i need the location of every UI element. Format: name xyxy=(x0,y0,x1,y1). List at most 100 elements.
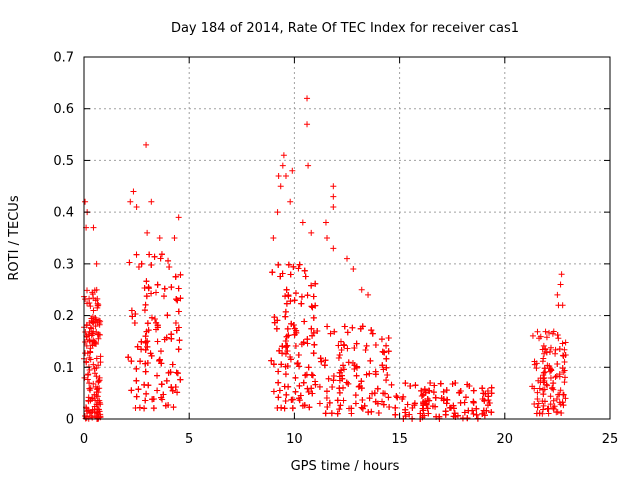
y-tick-label: 0.7 xyxy=(53,51,74,66)
data-point xyxy=(95,302,102,309)
data-point xyxy=(379,398,386,405)
data-point xyxy=(173,296,180,303)
data-point xyxy=(541,365,548,372)
data-point xyxy=(480,407,487,414)
data-point xyxy=(543,349,550,356)
data-point xyxy=(290,263,297,270)
data-point xyxy=(145,283,152,290)
data-point xyxy=(148,314,155,321)
data-point xyxy=(539,346,546,353)
data-point xyxy=(341,323,348,330)
data-point xyxy=(157,348,164,355)
data-point xyxy=(363,371,370,378)
data-point xyxy=(443,387,450,394)
data-point xyxy=(356,383,363,390)
data-point xyxy=(411,400,418,407)
data-point xyxy=(383,342,390,349)
data-point xyxy=(540,375,547,382)
data-point xyxy=(310,293,317,300)
data-point xyxy=(381,390,388,397)
data-point xyxy=(470,398,477,405)
data-point xyxy=(271,319,278,326)
data-point xyxy=(324,235,331,241)
data-point xyxy=(562,395,569,402)
data-point xyxy=(340,397,347,404)
data-point xyxy=(322,219,329,226)
data-point xyxy=(86,354,93,361)
data-point xyxy=(88,317,95,324)
data-point xyxy=(555,335,562,342)
data-point xyxy=(484,402,491,409)
data-point xyxy=(343,379,350,386)
data-point xyxy=(284,347,291,354)
data-point xyxy=(153,289,160,296)
data-point xyxy=(553,396,560,403)
data-point xyxy=(93,392,100,399)
data-point xyxy=(133,251,140,258)
data-point xyxy=(96,374,103,381)
data-point xyxy=(83,333,90,340)
data-point xyxy=(142,346,149,353)
data-point xyxy=(275,172,282,179)
data-point xyxy=(91,406,98,413)
data-point xyxy=(549,330,556,337)
data-point xyxy=(94,385,101,392)
data-point xyxy=(166,264,173,271)
data-point xyxy=(383,355,390,362)
data-point xyxy=(485,393,492,400)
data-point xyxy=(156,356,163,363)
x-tick-label: 5 xyxy=(185,432,193,447)
data-point xyxy=(89,291,96,298)
data-point xyxy=(128,307,135,314)
data-point xyxy=(560,391,567,398)
data-point xyxy=(422,389,429,396)
data-point xyxy=(83,321,90,328)
data-point xyxy=(290,322,297,329)
data-point xyxy=(161,336,168,343)
data-point xyxy=(540,342,547,349)
data-point xyxy=(94,302,101,309)
data-point xyxy=(358,286,365,293)
data-point xyxy=(412,382,419,389)
data-point xyxy=(309,332,316,339)
data-point xyxy=(417,410,424,417)
data-point xyxy=(93,355,100,362)
data-point xyxy=(308,371,315,378)
x-tick-label: 20 xyxy=(497,432,514,447)
data-point xyxy=(454,412,461,419)
data-point xyxy=(82,296,89,303)
data-point xyxy=(291,331,298,338)
data-point xyxy=(162,402,169,409)
data-point xyxy=(137,358,144,365)
data-point xyxy=(175,285,182,292)
data-point xyxy=(142,333,149,340)
data-point xyxy=(146,251,153,258)
data-point xyxy=(559,340,566,347)
data-point xyxy=(143,278,150,285)
data-point xyxy=(144,343,151,350)
data-point xyxy=(437,380,444,387)
data-point xyxy=(93,410,100,417)
data-point xyxy=(557,281,564,288)
axis-ticks: 0 5 10 15 20 25 0 0.1 0.2 0.3 0.4 0.5 0.6 0.7 xyxy=(53,51,618,448)
data-point xyxy=(544,405,551,412)
data-point xyxy=(304,385,311,392)
data-point xyxy=(481,412,488,419)
data-point xyxy=(277,183,284,190)
x-tick-label: 0 xyxy=(80,432,88,447)
data-point xyxy=(154,322,161,329)
data-point xyxy=(540,406,547,413)
data-point xyxy=(282,313,289,320)
data-point xyxy=(165,369,172,376)
data-point xyxy=(171,235,178,241)
data-point xyxy=(544,362,551,369)
data-point xyxy=(292,388,299,395)
data-point xyxy=(324,323,331,330)
data-point xyxy=(282,308,289,315)
data-point xyxy=(305,388,312,395)
data-point xyxy=(83,415,90,422)
data-point xyxy=(381,349,388,356)
data-point xyxy=(362,347,369,354)
data-point xyxy=(335,354,342,361)
data-point xyxy=(430,389,437,396)
